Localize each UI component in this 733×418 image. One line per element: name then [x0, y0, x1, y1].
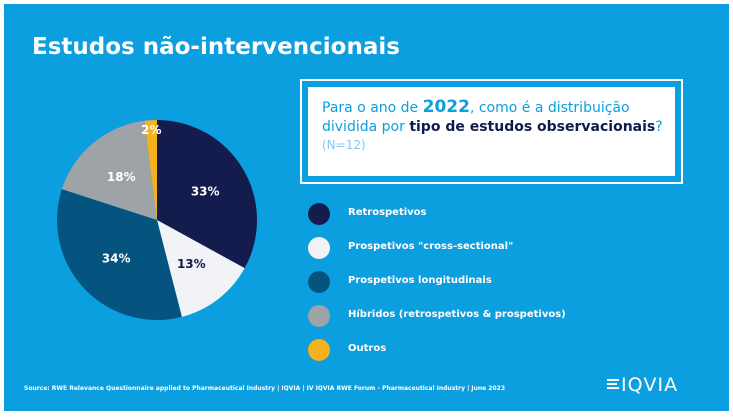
slide: Estudos não-intervencionais 33% 13% 34% 18%…	[4, 4, 729, 411]
iqvia-logo: IQVIA	[607, 374, 707, 396]
pie-label-3: 18%	[107, 170, 136, 184]
question-line-1: Para o ano de 2022, como é a distribuiçã…	[322, 98, 663, 118]
legend-label: Outros	[348, 343, 387, 354]
pie-label-4: 2%	[141, 123, 161, 137]
question-text-1a: Para o ano de	[322, 100, 423, 116]
legend-swatch-icon	[308, 305, 330, 327]
slide-title: Estudos não-intervencionais	[32, 34, 400, 60]
question-line-2: dividida por tipo de estudos observacion…	[322, 118, 663, 137]
source-footer: Source: RWE Relevance Questionnaire appl…	[24, 385, 505, 392]
pie-slice-1	[157, 220, 245, 317]
pie-label-0: 33%	[191, 184, 220, 198]
legend-label: Prospetivos "cross-sectional"	[348, 241, 514, 252]
pie-slice-4	[144, 120, 157, 220]
pie-slice-3	[61, 120, 157, 220]
question-sample-size: (N=12)	[322, 138, 366, 152]
pie-slice-0	[157, 120, 257, 269]
question-text-2b: ?	[655, 119, 663, 135]
legend-label: Híbridos (retrospetivos & prospetivos)	[348, 309, 566, 320]
question-text-2a: dividida por	[322, 119, 410, 135]
question-emphasis: tipo de estudos observacionais	[409, 119, 656, 135]
pie-chart: 33% 13% 34% 18% 2%	[56, 120, 257, 320]
question-panel: Para o ano de 2022, como é a distribuiçã…	[308, 87, 675, 176]
pie-label-1: 13%	[177, 257, 206, 271]
pie-slice-2	[56, 189, 182, 320]
logo-text: IQVIA	[621, 374, 679, 396]
legend-swatch-icon	[308, 203, 330, 225]
question-year: 2022	[422, 97, 470, 117]
legend-label: Prospetivos longitudinais	[348, 275, 492, 286]
question-box: Para o ano de 2022, como é a distribuiçã…	[300, 79, 683, 184]
legend-label: Retrospetivos	[348, 207, 427, 218]
logo-lines-icon	[607, 379, 621, 392]
legend-swatch-icon	[308, 237, 330, 259]
legend-swatch-icon	[308, 339, 330, 361]
legend-swatch-icon	[308, 271, 330, 293]
pie-label-2: 34%	[102, 251, 131, 265]
question-text-1b: , como é a distribuição	[469, 100, 630, 116]
